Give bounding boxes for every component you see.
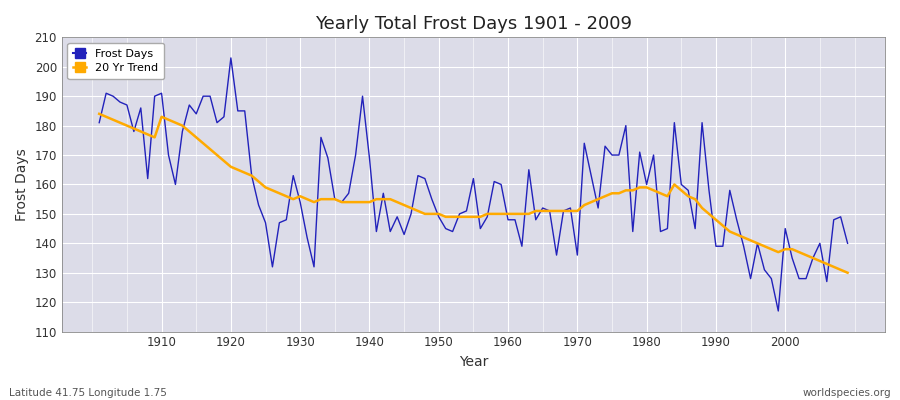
X-axis label: Year: Year <box>459 355 488 369</box>
Y-axis label: Frost Days: Frost Days <box>15 148 29 221</box>
Text: Latitude 41.75 Longitude 1.75: Latitude 41.75 Longitude 1.75 <box>9 388 166 398</box>
Legend: Frost Days, 20 Yr Trend: Frost Days, 20 Yr Trend <box>68 43 164 79</box>
Title: Yearly Total Frost Days 1901 - 2009: Yearly Total Frost Days 1901 - 2009 <box>315 15 632 33</box>
Text: worldspecies.org: worldspecies.org <box>803 388 891 398</box>
